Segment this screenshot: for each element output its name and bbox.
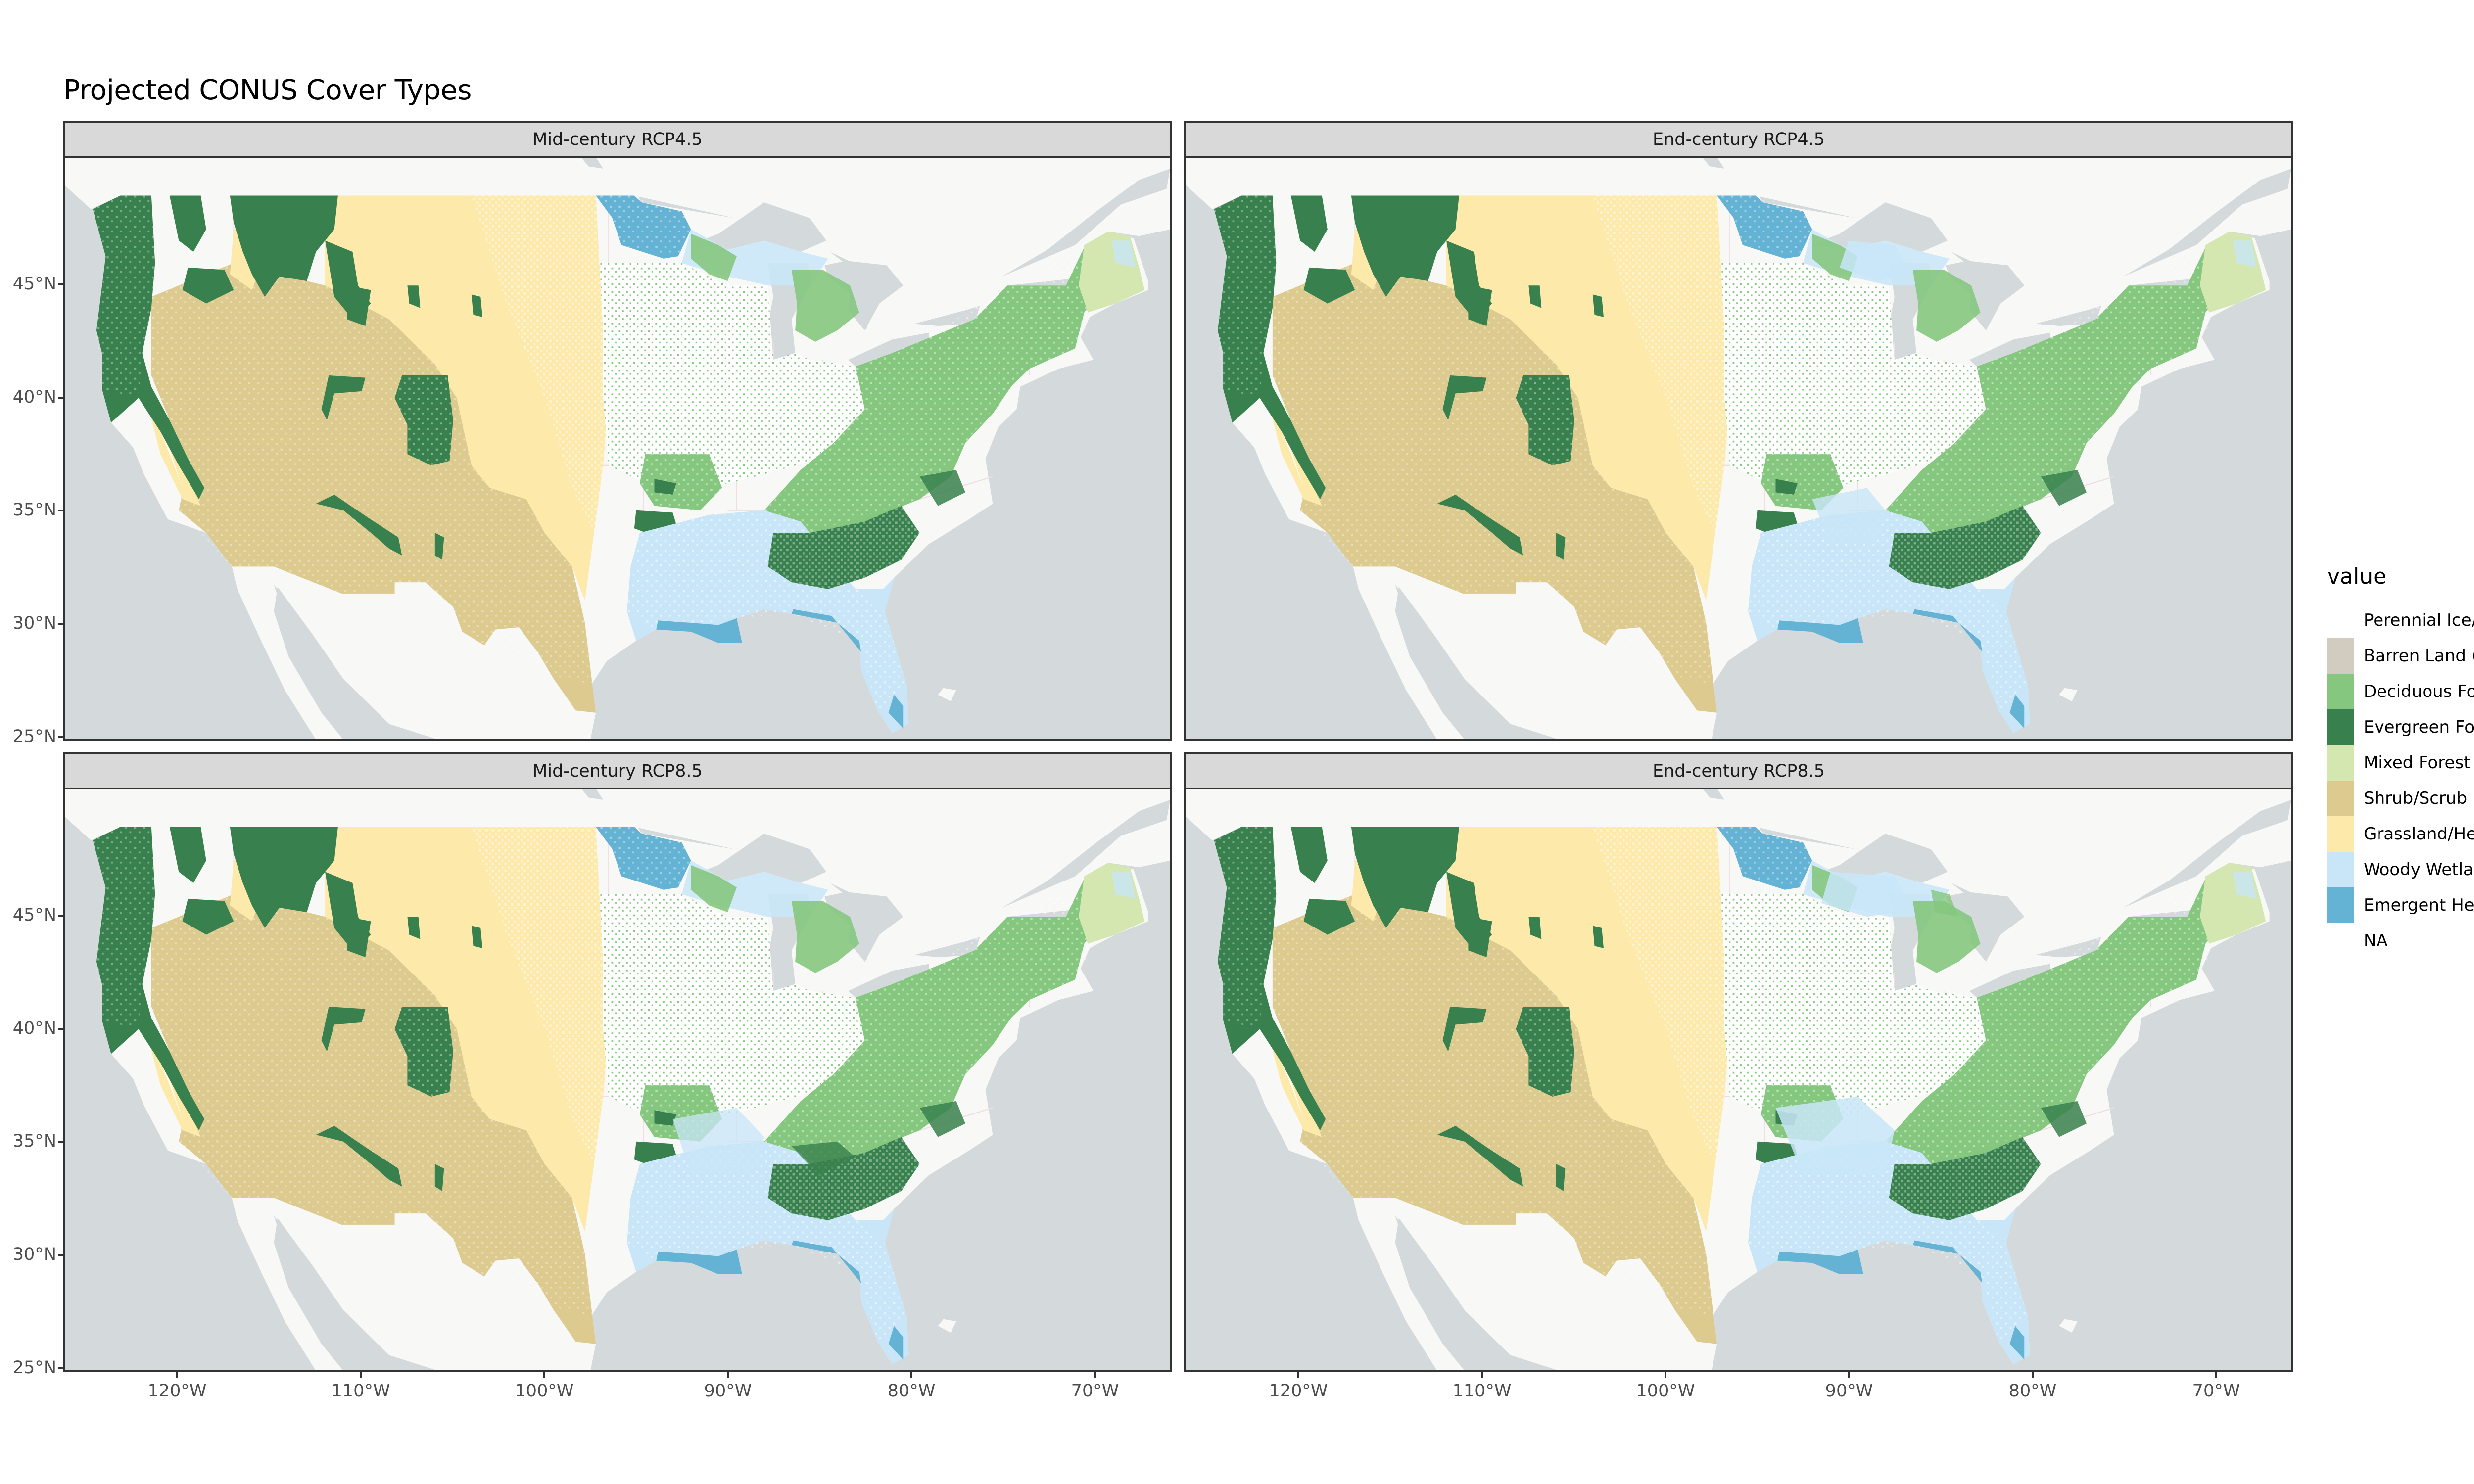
x-tick (543, 1372, 545, 1378)
x-tick-label: 90°W (1825, 1381, 1873, 1401)
y-tick-label: 30°N (12, 613, 56, 633)
legend-swatch (2327, 816, 2354, 852)
y-tick-label: 30°N (12, 1245, 56, 1264)
legend-item-woody-wetlands: Woody Wetlands (2327, 852, 2474, 887)
x-tick (1297, 1372, 1299, 1378)
legend-label: Evergreen Forest (2364, 717, 2474, 737)
plot-title: Projected CONUS Cover Types (63, 74, 472, 106)
y-tick-label: 25°N (12, 727, 56, 746)
legend-swatch (2327, 745, 2354, 781)
y-tick (58, 915, 64, 917)
y-tick (58, 397, 64, 399)
x-tick-label: 100°W (1636, 1381, 1695, 1401)
legend-item-evergreen-forest: Evergreen Forest (2327, 709, 2474, 745)
legend-label: Grassland/Herbaceous (2364, 824, 2474, 844)
map-panel-mid-rcp45 (63, 156, 1172, 741)
x-tick (2215, 1372, 2217, 1378)
x-tick (360, 1372, 362, 1378)
facet-strip-mid-rcp85: Mid-century RCP8.5 (63, 752, 1172, 789)
y-tick (58, 1367, 64, 1369)
legend-item-grassland-herbaceous: Grassland/Herbaceous (2327, 816, 2474, 852)
x-tick-label: 90°W (704, 1381, 752, 1401)
legend-item-emergent-herbaceous-wetlands: Emergent Herbaceous Wetlands (2327, 887, 2474, 923)
legend-label: Perennial Ice/Snow (2364, 610, 2474, 630)
x-tick (910, 1372, 912, 1378)
legend-swatch (2327, 781, 2354, 816)
legend-label: Mixed Forest (2364, 753, 2471, 773)
y-tick (58, 736, 64, 738)
y-tick-label: 45°N (12, 274, 56, 294)
legend-swatch (2327, 923, 2354, 959)
legend-label: Deciduous Forest (2364, 682, 2474, 701)
facet-label: End-century RCP4.5 (1652, 130, 1825, 149)
x-tick-label: 70°W (2192, 1381, 2240, 1401)
x-tick-label: 80°W (2008, 1381, 2057, 1401)
x-tick-label: 120°W (1269, 1381, 1328, 1401)
x-tick (1481, 1372, 1483, 1378)
y-tick-label: 40°N (12, 1019, 56, 1038)
y-tick-label: 45°N (12, 905, 56, 925)
legend-label: Shrub/Scrub (2364, 788, 2468, 808)
legend-label: NA (2364, 931, 2388, 951)
legend-swatch (2327, 852, 2354, 887)
facet-strip-mid-rcp45: Mid-century RCP4.5 (63, 121, 1172, 158)
map-panel-end-rcp85 (1184, 788, 2293, 1372)
x-tick-label: 70°W (1071, 1381, 1119, 1401)
y-tick (58, 1028, 64, 1030)
legend-swatch (2327, 603, 2354, 638)
x-tick (1094, 1372, 1096, 1378)
x-tick-label: 100°W (515, 1381, 574, 1401)
x-tick (2032, 1372, 2034, 1378)
x-tick (176, 1372, 178, 1378)
x-tick (1665, 1372, 1666, 1378)
map-panel-end-rcp45 (1184, 156, 2293, 741)
y-tick-label: 35°N (12, 1131, 56, 1151)
facet-label: End-century RCP8.5 (1652, 761, 1825, 781)
x-tick (727, 1372, 729, 1378)
legend-item-deciduous-forest: Deciduous Forest (2327, 674, 2474, 709)
facet-strip-end-rcp85: End-century RCP8.5 (1184, 752, 2293, 789)
legend-swatch (2327, 709, 2354, 745)
y-tick (58, 283, 64, 285)
legend-swatch (2327, 638, 2354, 674)
legend-swatch (2327, 887, 2354, 923)
legend-item-barren-land: Barren Land (Rock/Sand/Clay) (2327, 638, 2474, 674)
legend-label: Emergent Herbaceous Wetlands (2364, 895, 2474, 915)
facet-label: Mid-century RCP4.5 (532, 130, 703, 149)
legend-label: Woody Wetlands (2364, 860, 2474, 880)
legend: value Perennial Ice/Snow Barren Land (Ro… (2327, 564, 2474, 959)
legend-item-shrub-scrub: Shrub/Scrub (2327, 781, 2474, 816)
y-tick-label: 40°N (12, 387, 56, 407)
y-tick-label: 35°N (12, 500, 56, 520)
y-tick (58, 510, 64, 511)
y-tick (58, 623, 64, 625)
facet-strip-end-rcp45: End-century RCP4.5 (1184, 121, 2293, 158)
legend-swatch (2327, 674, 2354, 709)
map-panel-mid-rcp85 (63, 788, 1172, 1372)
x-tick-label: 110°W (1452, 1381, 1512, 1401)
x-tick-label: 80°W (887, 1381, 936, 1401)
y-tick-label: 25°N (12, 1358, 56, 1378)
x-tick-label: 120°W (147, 1381, 207, 1401)
legend-title: value (2327, 564, 2387, 589)
y-tick (58, 1254, 64, 1256)
legend-item-mixed-forest: Mixed Forest (2327, 745, 2474, 781)
legend-label: Barren Land (Rock/Sand/Clay) (2364, 646, 2474, 666)
legend-item-perennial-ice-snow: Perennial Ice/Snow (2327, 603, 2474, 638)
y-tick (58, 1141, 64, 1143)
facet-label: Mid-century RCP8.5 (532, 761, 703, 781)
x-tick-label: 110°W (331, 1381, 390, 1401)
x-tick (1848, 1372, 1850, 1378)
legend-item-na: NA (2327, 923, 2474, 959)
